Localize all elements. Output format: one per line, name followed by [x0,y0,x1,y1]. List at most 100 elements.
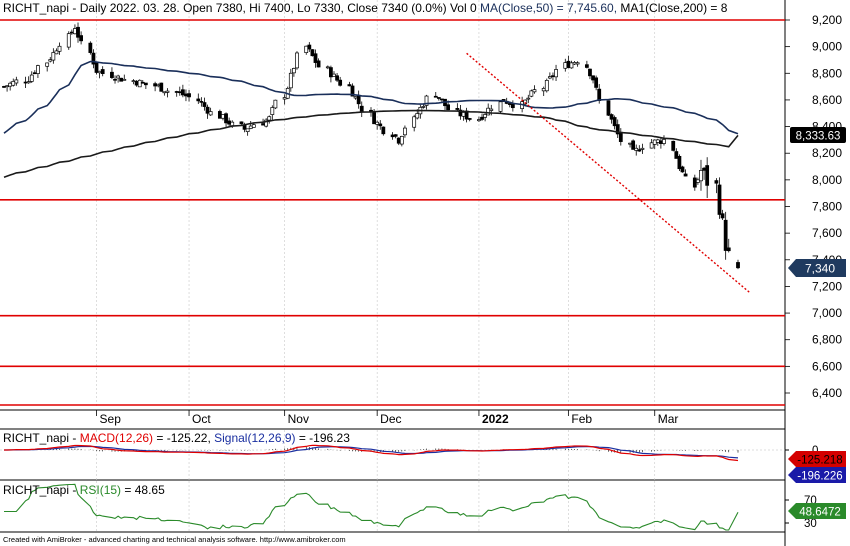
candle-body [79,35,83,42]
date-axis-label: Dec [380,412,401,426]
horizontal-levels [0,19,785,406]
main-title: RICHT_napi - Daily 2022. 03. 28. Open 73… [3,1,728,15]
candle-body [655,139,660,143]
candle-body [677,155,682,170]
candle-body [717,184,722,215]
candle-body [356,95,361,105]
macd-value-label: -125.218 [797,455,842,467]
candle-body [270,107,275,115]
candle-body [375,121,380,125]
candle-body [329,67,333,78]
candle-body [640,147,645,150]
candle-body [137,79,142,88]
ma200-line [3,109,739,178]
candle-body [100,69,105,74]
candle-body [378,123,383,127]
date-axis-label: Sep [100,412,122,426]
candle-body [699,169,703,182]
candle-body [57,45,62,52]
candle-body [292,68,296,74]
candle-body [544,79,549,92]
price-axis-tick-label: 7,600 [812,226,842,240]
candle-body [662,139,666,144]
candle-body [393,134,398,137]
macd-title-signal-value: = -196.23 [296,431,351,445]
footer-credit: Created with AmiBroker - advanced charti… [3,535,346,544]
candle-body [618,131,623,142]
candle-body [239,121,244,125]
candle-body [122,78,127,81]
last-price-badge: 7,340 [788,259,846,277]
price-axis-tick-label: 7,000 [812,306,842,320]
candle-body [680,166,685,173]
candle-body [227,120,232,125]
candle-body [267,116,272,121]
candle-body [372,112,376,125]
candle-body [313,53,318,63]
candle-body [48,59,53,62]
candle-body [609,114,614,120]
candle-body [110,71,114,78]
main-title-text: - Daily 2022. 03. 28. Open 7380, Hi 7400… [69,1,480,15]
candle-body [359,105,364,112]
signal-line [4,445,739,459]
macd-title-macd: MACD(12,26) [80,431,153,445]
candle-body [199,101,204,103]
candle-body [69,31,74,34]
candle-body [588,68,592,77]
rsi-title-rsi-value: = 48.65 [121,483,165,497]
main-title-ma200: MA1(Close,200) = 8 [620,1,727,15]
candle-body [572,62,577,65]
date-axis-label: Feb [571,412,592,426]
candle-body [532,89,537,93]
candle-body [282,97,287,100]
candle-body [88,42,93,53]
candle-body [569,62,574,69]
candle-body [720,213,725,219]
candle-body [174,91,179,93]
candle-body [347,84,352,87]
candle-body [23,81,28,84]
candle-body [489,108,494,111]
candle-body [702,167,706,171]
rsi-30-label: 30 [804,518,817,530]
candle-body [563,62,568,69]
candle-body [353,96,358,99]
candle-body [177,91,182,94]
candlesticks [2,22,740,270]
candle-body [399,135,404,145]
candle-body [440,98,444,101]
candle-body [156,84,161,87]
date-axis-label: Mar [658,412,679,426]
candle-body [91,52,96,65]
candle-body [131,80,136,83]
candle-body [36,65,40,74]
candle-body [594,77,599,88]
candle-body [606,100,611,116]
candle-body [180,89,185,96]
candle-body [390,134,395,138]
candle-body [483,114,488,118]
candle-body [224,113,228,124]
candle-body [2,86,6,88]
candle-body [208,111,213,116]
date-axis-label: Nov [288,412,309,426]
candle-body [332,73,336,77]
candle-body [159,82,164,92]
rsi-title-symbol: RICHT_napi [3,483,69,497]
candle-body [526,97,531,100]
candle-body [554,69,558,78]
rsi-title-rsi: RSI(15) [80,483,121,497]
candle-body [187,93,191,98]
candle-body [245,128,250,132]
candle-body [325,66,330,69]
candle-body [202,102,207,107]
signal-value-label: -196.226 [797,471,842,483]
macd-line [4,444,739,462]
candle-body [316,60,321,68]
candle-body [113,78,117,81]
candle-body [66,33,71,48]
candle-body [637,149,642,152]
